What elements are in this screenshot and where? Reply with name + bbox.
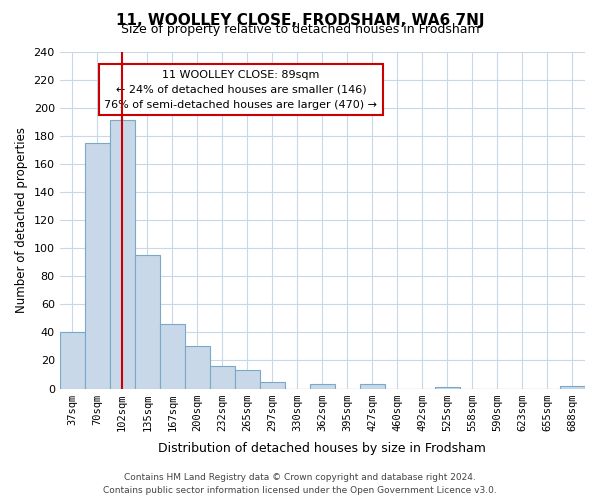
Bar <box>135 255 160 388</box>
Text: 11, WOOLLEY CLOSE, FRODSHAM, WA6 7NJ: 11, WOOLLEY CLOSE, FRODSHAM, WA6 7NJ <box>116 12 484 28</box>
Bar <box>110 120 135 388</box>
Text: Size of property relative to detached houses in Frodsham: Size of property relative to detached ho… <box>121 22 479 36</box>
Bar <box>185 346 210 389</box>
Bar <box>160 324 185 388</box>
Bar <box>360 384 385 388</box>
Y-axis label: Number of detached properties: Number of detached properties <box>15 127 28 313</box>
Bar <box>260 382 285 388</box>
Bar <box>310 384 335 388</box>
Bar <box>235 370 260 388</box>
Bar <box>210 366 235 388</box>
Bar <box>59 332 85 388</box>
Bar <box>560 386 585 388</box>
Text: 11 WOOLLEY CLOSE: 89sqm
← 24% of detached houses are smaller (146)
76% of semi-d: 11 WOOLLEY CLOSE: 89sqm ← 24% of detache… <box>104 70 377 110</box>
Text: Contains HM Land Registry data © Crown copyright and database right 2024.
Contai: Contains HM Land Registry data © Crown c… <box>103 474 497 495</box>
Bar <box>85 143 110 388</box>
Bar <box>435 387 460 388</box>
X-axis label: Distribution of detached houses by size in Frodsham: Distribution of detached houses by size … <box>158 442 486 455</box>
